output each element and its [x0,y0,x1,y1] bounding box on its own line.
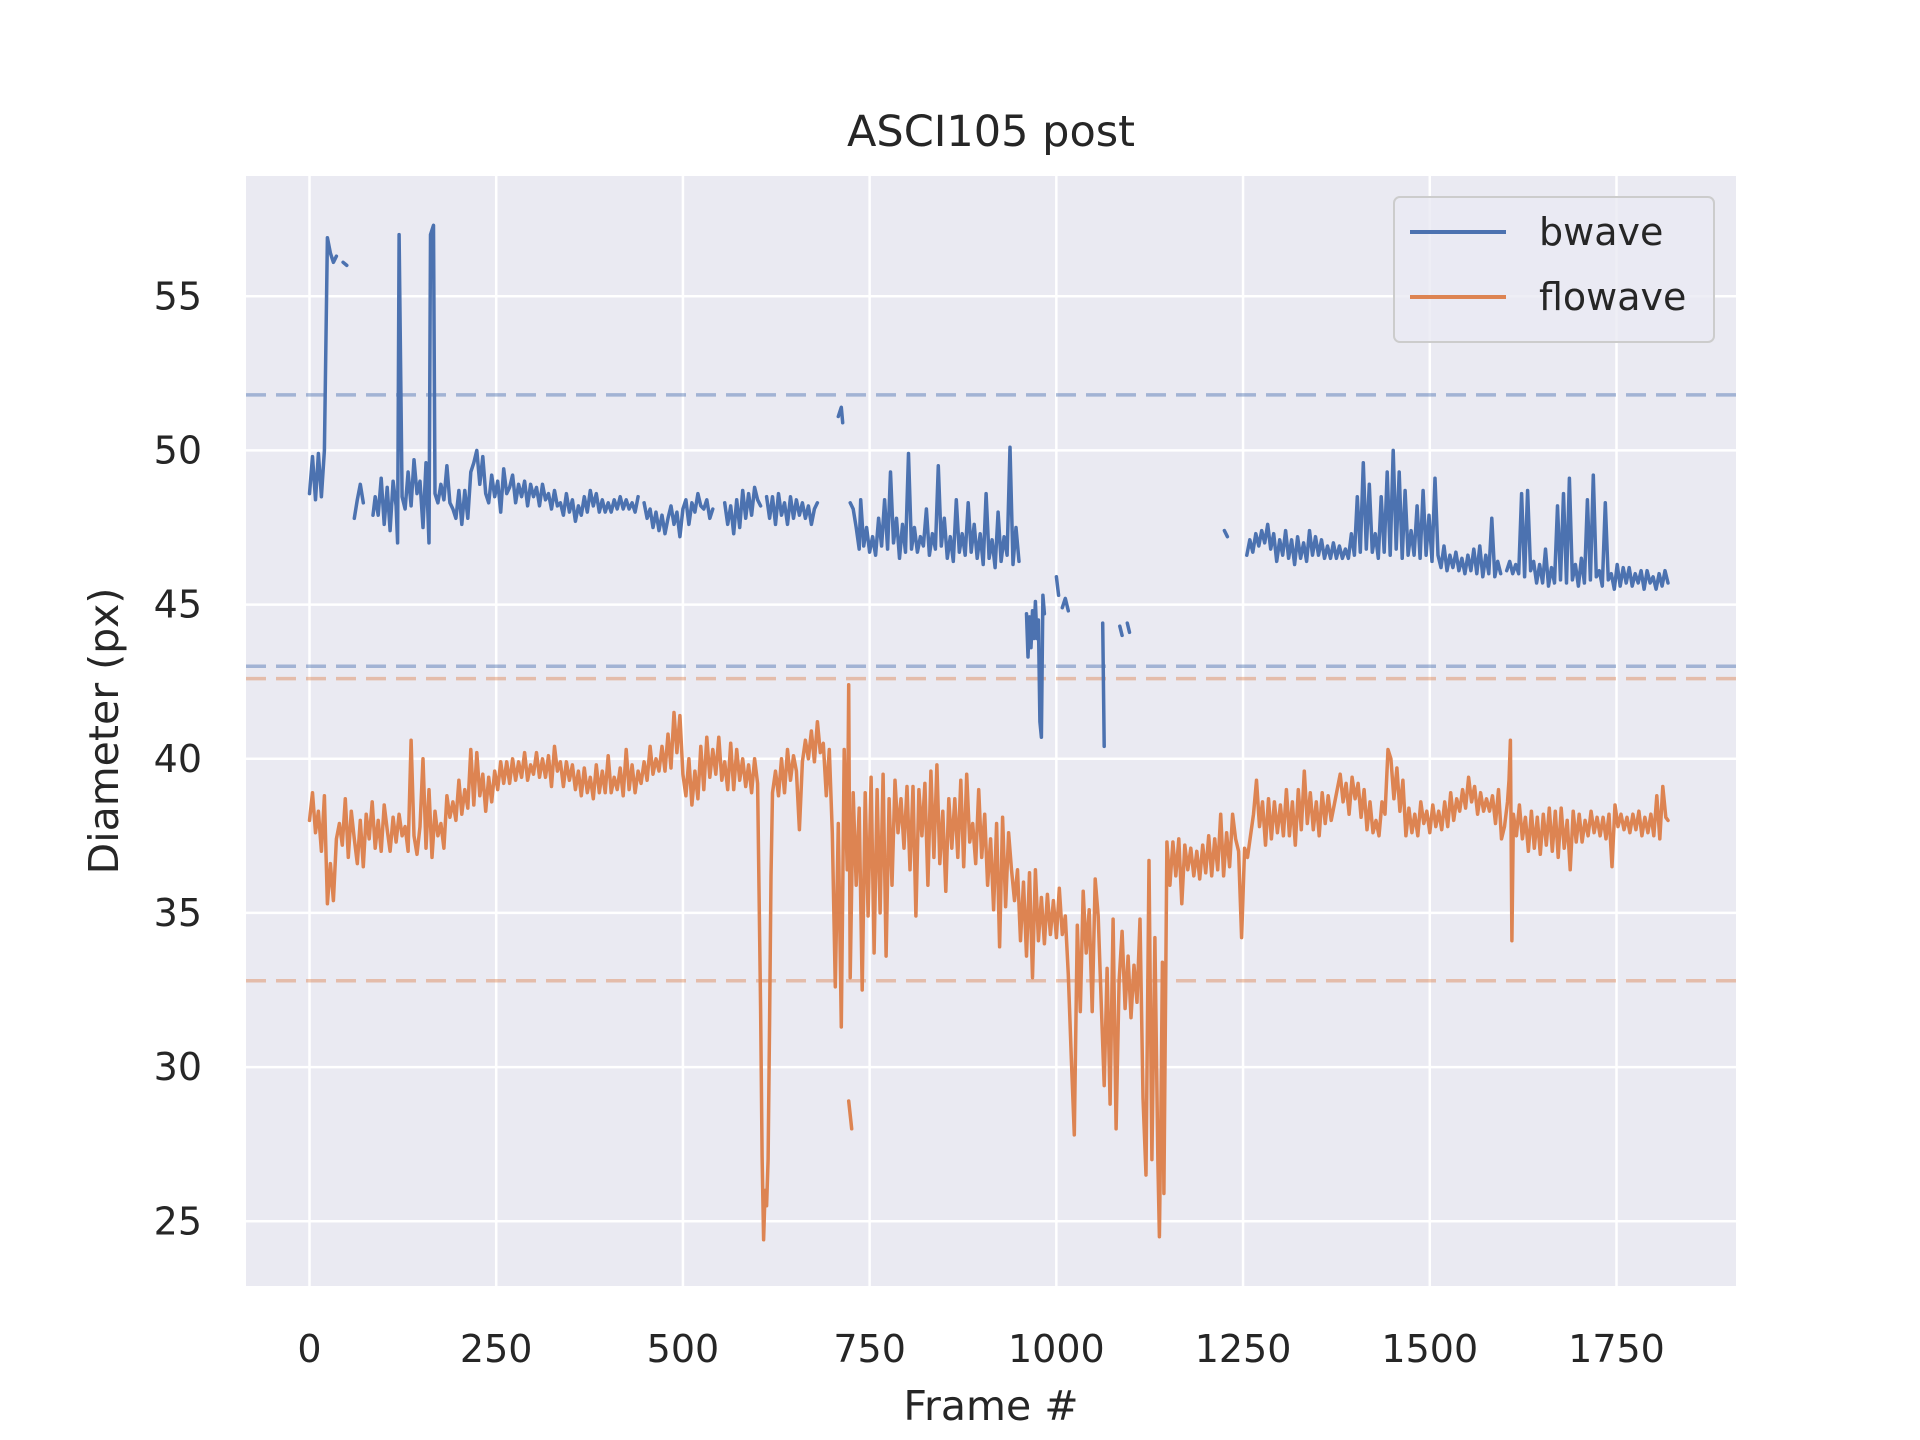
plot-area [246,176,1736,1286]
y-tick-label: 55 [154,274,202,318]
series-flowave [307,683,1670,1242]
reference-lines [246,393,1736,983]
series-layer [307,223,1670,1242]
x-tick-label: 0 [297,1327,321,1371]
y-tick-label: 25 [154,1199,202,1243]
series-bwave [307,223,1670,749]
series-line-bwave [1024,593,1047,739]
x-tick-label: 1250 [1195,1327,1292,1371]
series-line-bwave [1060,596,1071,613]
series-line-bwave [371,223,640,545]
series-line-bwave [1222,528,1230,539]
x-gridlines [308,176,1618,1286]
series-line-bwave [1125,621,1132,635]
series-line-bwave [352,482,366,521]
series-line-flowave [307,683,1670,1242]
series-line-bwave [848,445,1021,570]
x-tick-label: 500 [647,1327,720,1371]
series-line-bwave [764,491,820,527]
series-line-bwave [307,235,339,502]
x-tick-label: 1750 [1568,1327,1665,1371]
y-tick-label: 45 [154,583,202,627]
series-line-bwave [722,485,763,536]
series-line-bwave [836,405,845,425]
chart-title: ASCI105 post [847,107,1135,157]
series-line-bwave [1118,624,1124,638]
y-tick-label: 50 [154,428,202,472]
x-tick-labels: 0 250 500 750 1000 1250 1500 1750 [297,1327,1664,1371]
y-gridlines [246,295,1736,1223]
series-line-bwave [341,260,349,268]
x-tick-label: 750 [833,1327,906,1371]
series-line-bwave [642,491,715,539]
x-tick-label: 1500 [1381,1327,1478,1371]
legend: bwave flowave [1393,196,1715,343]
y-axis-label: Diameter (px) [80,588,128,875]
y-tick-label: 30 [154,1045,202,1089]
x-tick-label: 250 [460,1327,533,1371]
series-line-bwave [1504,473,1670,591]
y-tick-label: 35 [154,891,202,935]
y-tick-labels: 25 30 35 40 45 50 55 [154,274,202,1243]
y-tick-label: 40 [154,737,202,781]
x-tick-label: 1000 [1008,1327,1105,1371]
legend-label-bwave: bwave [1539,210,1663,254]
series-line-bwave [1245,448,1503,579]
series-line-flowave [846,1099,854,1131]
legend-label-flowave: flowave [1539,275,1686,319]
series-line-bwave [1100,621,1106,749]
x-axis-label: Frame # [903,1382,1078,1430]
series-line-bwave [1054,575,1061,598]
